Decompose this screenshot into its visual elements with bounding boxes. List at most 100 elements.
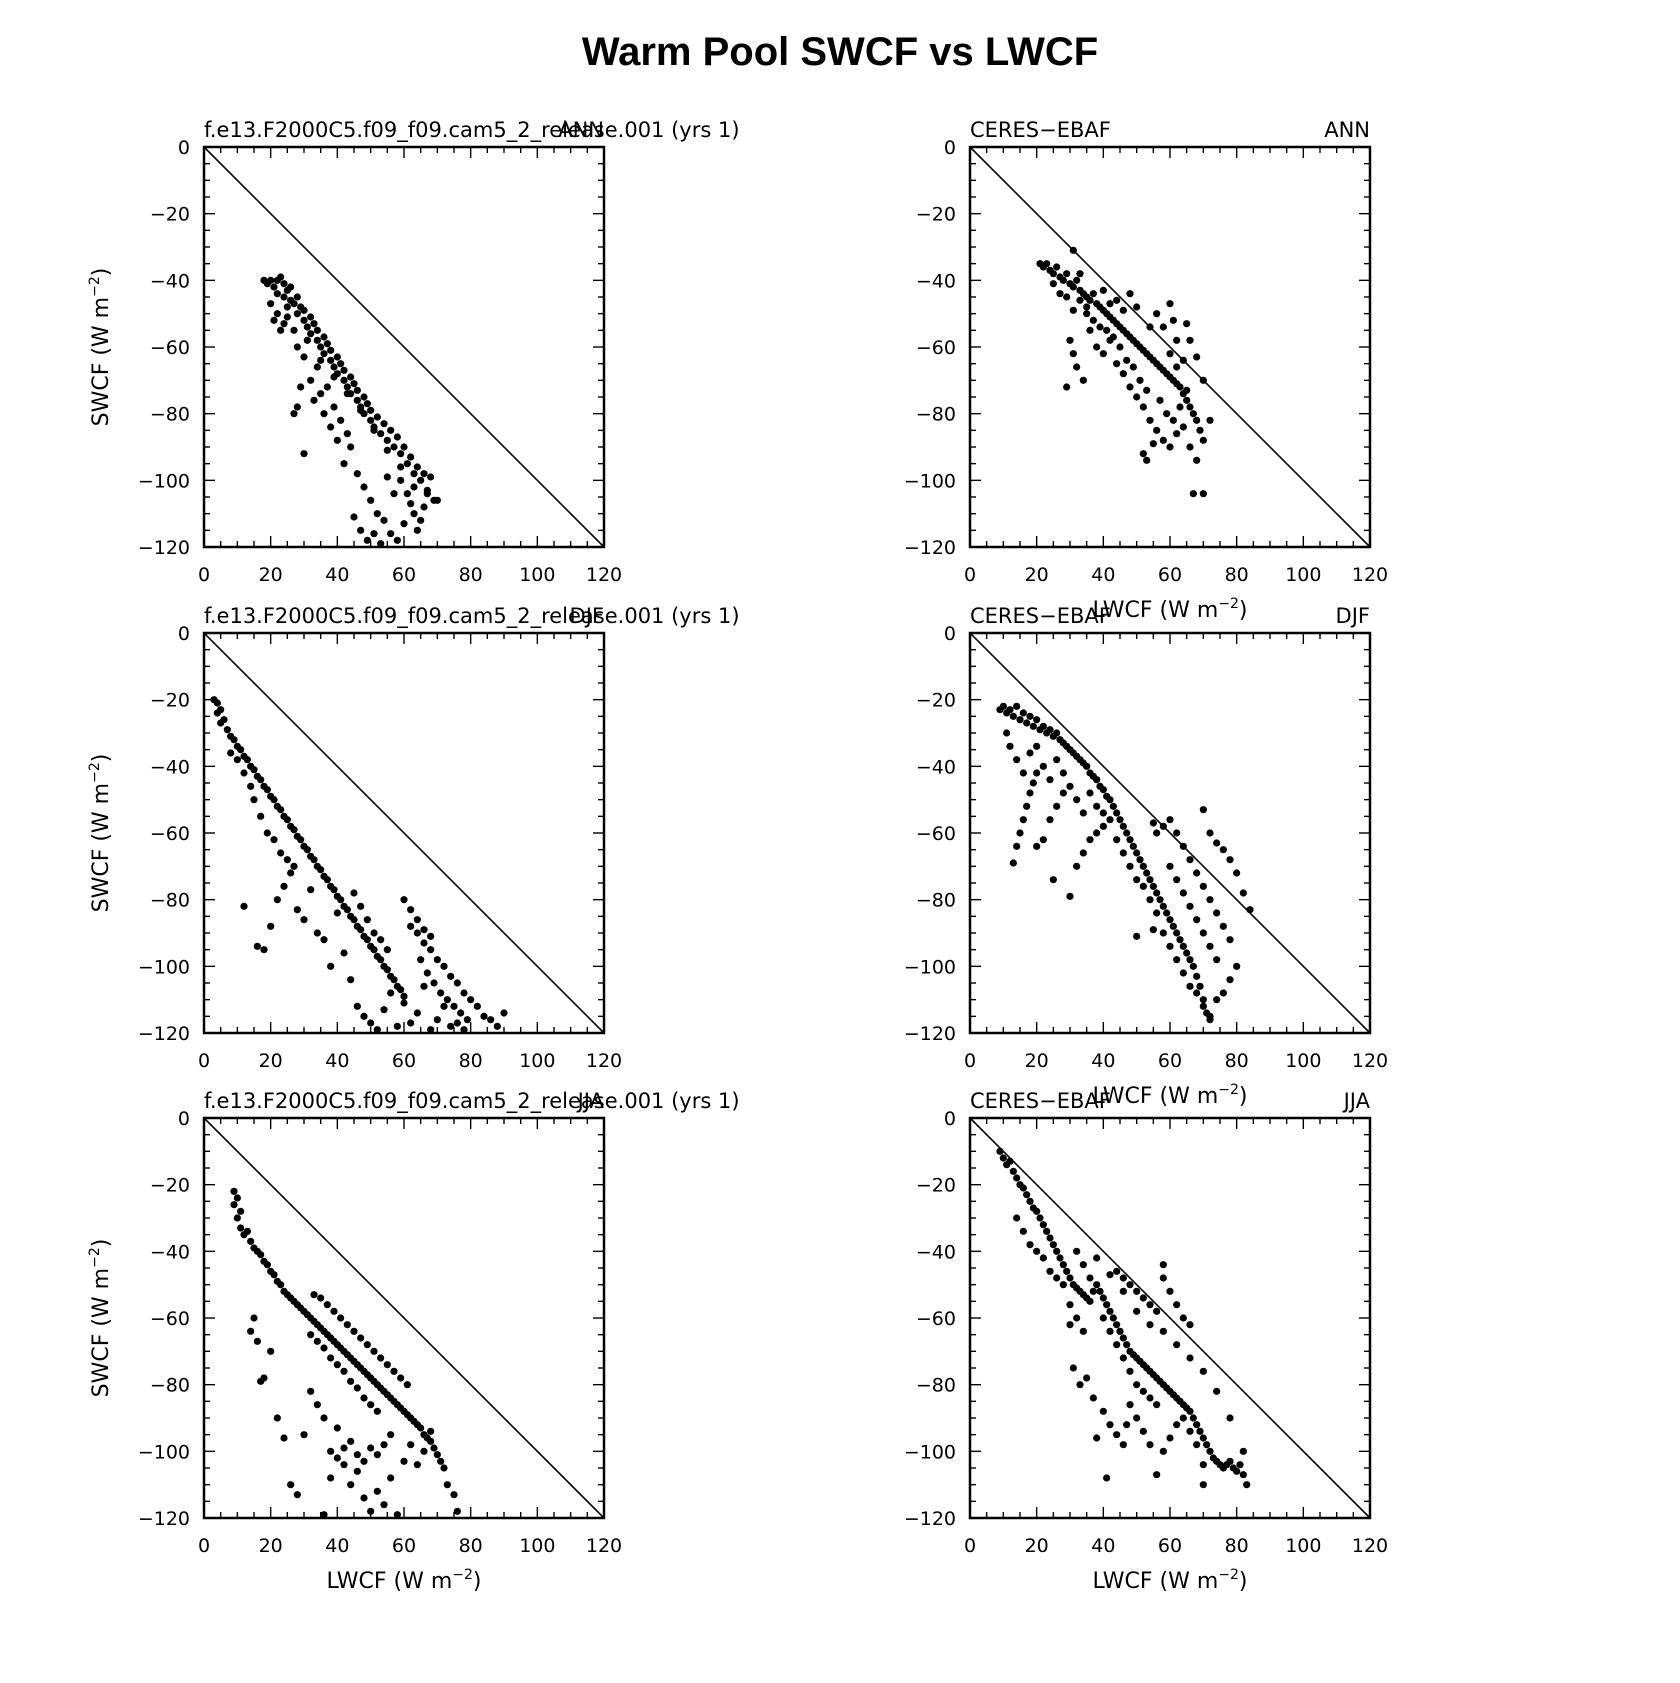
data-point xyxy=(999,702,1007,710)
data-point xyxy=(360,393,368,401)
data-point xyxy=(480,1012,488,1020)
y-tick-label: −100 xyxy=(138,470,190,492)
y-tick-label: −60 xyxy=(916,823,956,845)
data-point xyxy=(457,1009,465,1017)
data-point xyxy=(1046,726,1054,734)
data-point xyxy=(263,1261,271,1269)
data-point xyxy=(1196,1427,1204,1435)
data-point xyxy=(1183,396,1191,404)
data-point xyxy=(1106,1421,1114,1429)
data-point xyxy=(1166,942,1174,950)
data-point xyxy=(1059,276,1067,284)
data-point xyxy=(1206,896,1214,904)
x-tick-label: 0 xyxy=(964,1535,976,1557)
data-point xyxy=(240,769,248,777)
data-point xyxy=(1179,356,1187,364)
data-point xyxy=(1073,276,1081,284)
data-point xyxy=(1166,300,1174,308)
data-point xyxy=(1199,1002,1207,1010)
data-point xyxy=(327,1354,335,1362)
data-point xyxy=(250,766,258,774)
data-point xyxy=(403,1381,411,1389)
x-tick-label: 80 xyxy=(459,564,483,586)
data-point xyxy=(413,526,421,534)
data-point xyxy=(247,782,255,790)
data-point xyxy=(1093,1434,1101,1442)
data-point xyxy=(387,530,395,538)
data-point xyxy=(1159,1261,1167,1269)
data-point xyxy=(1119,1334,1127,1342)
y-tick-label: −60 xyxy=(150,823,190,845)
data-point xyxy=(1066,1274,1074,1282)
data-point xyxy=(1159,323,1167,331)
data-point xyxy=(327,356,335,364)
data-point xyxy=(270,796,278,804)
data-point xyxy=(297,836,305,844)
data-point xyxy=(1033,769,1041,777)
data-point xyxy=(1163,909,1171,917)
data-point xyxy=(400,999,408,1007)
data-point xyxy=(1003,729,1011,737)
data-point xyxy=(1173,336,1181,344)
data-point xyxy=(357,1334,365,1342)
data-point xyxy=(460,989,468,997)
data-point xyxy=(1053,802,1061,810)
data-point xyxy=(1063,270,1071,278)
data-point xyxy=(1213,996,1221,1004)
data-point xyxy=(340,460,348,468)
data-point xyxy=(1239,1447,1247,1455)
panel-left-label: CERES−EBAF xyxy=(970,604,1111,628)
data-point xyxy=(1159,1447,1167,1455)
data-point xyxy=(447,1022,455,1030)
data-point xyxy=(387,1431,395,1439)
data-point xyxy=(1139,1294,1147,1302)
data-point xyxy=(340,1444,348,1452)
data-point xyxy=(1199,882,1207,890)
y-tick-label: −20 xyxy=(150,1175,190,1197)
data-point xyxy=(320,410,328,418)
data-point xyxy=(267,1347,275,1355)
data-point xyxy=(373,1407,381,1415)
data-point xyxy=(1153,909,1161,917)
data-point xyxy=(320,1511,328,1519)
data-point xyxy=(260,946,268,954)
x-tick-label: 80 xyxy=(1225,1535,1249,1557)
x-tick-label: 80 xyxy=(459,1050,483,1072)
y-tick-label: −40 xyxy=(150,756,190,778)
data-point xyxy=(367,1444,375,1452)
data-point xyxy=(1076,1381,1084,1389)
data-point xyxy=(353,1451,361,1459)
data-point xyxy=(380,1501,388,1509)
y-tick-label: −40 xyxy=(150,270,190,292)
data-point xyxy=(1066,782,1074,790)
data-point xyxy=(1119,1287,1127,1295)
data-point xyxy=(1026,789,1034,797)
data-point xyxy=(1139,882,1147,890)
data-point xyxy=(427,1026,435,1034)
data-point xyxy=(340,1461,348,1469)
x-tick-label: 120 xyxy=(1352,1535,1388,1557)
data-point xyxy=(420,1447,428,1455)
data-point xyxy=(1133,1414,1141,1422)
data-point xyxy=(1086,296,1094,304)
data-point xyxy=(1146,1301,1154,1309)
chart-title: Warm Pool SWCF vs LWCF xyxy=(581,30,1099,74)
data-point xyxy=(420,982,428,990)
data-point xyxy=(1133,1287,1141,1295)
data-point xyxy=(393,1511,401,1519)
y-tick-label: −120 xyxy=(904,1023,956,1045)
data-point xyxy=(373,413,381,421)
data-point xyxy=(313,1337,321,1345)
data-point xyxy=(290,326,298,334)
data-point xyxy=(1196,426,1204,434)
data-point xyxy=(1193,416,1201,424)
panel-right-label: JJA xyxy=(1342,1089,1371,1113)
data-point xyxy=(377,430,385,438)
reference-line xyxy=(203,1117,605,1519)
data-point xyxy=(387,989,395,997)
data-point xyxy=(400,520,408,528)
data-point xyxy=(350,916,358,924)
data-point xyxy=(320,936,328,944)
data-point xyxy=(333,1454,341,1462)
data-point xyxy=(1033,1247,1041,1255)
